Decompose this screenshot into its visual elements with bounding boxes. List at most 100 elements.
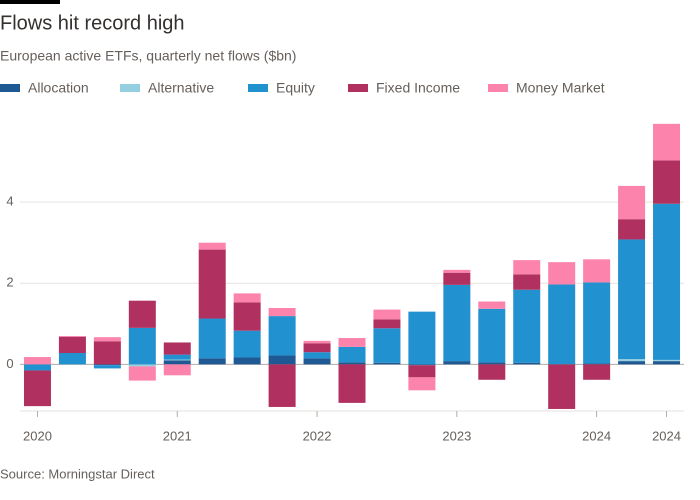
- bar-segment: [373, 362, 401, 365]
- bar-segment: [128, 300, 156, 328]
- legend-swatch: [120, 84, 140, 92]
- x-tick-label: 2024: [582, 428, 611, 443]
- bar-segment: [338, 346, 366, 363]
- bar-segment: [618, 239, 646, 360]
- bar-segment: [373, 319, 401, 329]
- bar-segment: [373, 328, 401, 363]
- bar-segment: [163, 359, 191, 361]
- bar-segment: [513, 362, 541, 365]
- bar-segment: [338, 362, 366, 365]
- bar-segment: [163, 360, 191, 365]
- bar-segment: [268, 316, 296, 356]
- bar-segment: [233, 302, 261, 331]
- bar-segment: [23, 370, 51, 407]
- x-tick-label: 2020: [23, 428, 52, 443]
- bar-segment: [548, 284, 576, 365]
- bar-segment: [233, 330, 261, 358]
- bar-segment: [233, 293, 261, 303]
- bar-segment: [268, 355, 296, 365]
- bar-segment: [128, 327, 156, 365]
- bar-segment: [478, 308, 506, 363]
- y-tick-label: 4: [6, 194, 13, 209]
- y-tick-label: 2: [6, 275, 13, 290]
- chart-title: Flows hit record high: [0, 12, 185, 34]
- bar-segment: [653, 359, 681, 362]
- bar-segment: [653, 123, 681, 161]
- bar-segment: [548, 364, 576, 409]
- legend-swatch: [348, 84, 368, 92]
- bar-segment: [373, 309, 401, 320]
- bar-segment: [268, 364, 296, 407]
- bar-segment: [513, 260, 541, 275]
- legend-label: Money Market: [516, 80, 605, 96]
- bar-segment: [303, 340, 331, 344]
- bar-segment: [198, 242, 226, 250]
- bar-segment: [583, 282, 611, 364]
- bar-segment: [23, 364, 51, 371]
- bar-segment: [128, 364, 156, 367]
- legend-label: Alternative: [148, 80, 214, 96]
- bar-segment: [618, 219, 646, 240]
- bar-segment: [58, 353, 86, 365]
- legend-swatch: [488, 84, 508, 92]
- bar-segment: [408, 377, 436, 391]
- bar-segment: [128, 366, 156, 381]
- x-tick-label: 2023: [442, 428, 471, 443]
- bar-segment: [338, 364, 366, 403]
- bar-segment: [653, 203, 681, 360]
- bar-segment: [583, 363, 611, 365]
- legend-label: Allocation: [28, 80, 89, 96]
- bar-segment: [198, 249, 226, 319]
- bar-segment: [478, 362, 506, 365]
- bar-segment: [618, 361, 646, 365]
- legend-swatch: [0, 84, 20, 92]
- bar-segment: [58, 335, 86, 337]
- bar-segment: [653, 361, 681, 365]
- bar-segment: [58, 336, 86, 354]
- bar-segment: [93, 365, 121, 369]
- bar-segment: [198, 358, 226, 365]
- x-tick-label: 2021: [163, 428, 192, 443]
- bar-segment: [303, 358, 331, 365]
- x-tick-label: 2024: [652, 428, 681, 443]
- bar-segment: [443, 272, 471, 285]
- bar-segment: [268, 307, 296, 317]
- bar-segment: [408, 365, 436, 378]
- bar-segment: [163, 364, 191, 376]
- legend-label: Equity: [276, 80, 315, 96]
- bar-segment: [93, 337, 121, 342]
- bar-segment: [443, 361, 471, 365]
- bar-segment: [163, 354, 191, 360]
- bar-segment: [583, 259, 611, 283]
- bar-segment: [163, 342, 191, 355]
- bar-segment: [338, 338, 366, 347]
- bar-segment: [478, 301, 506, 309]
- bar-segment: [548, 262, 576, 285]
- bar-segment: [478, 364, 506, 380]
- bar-segment: [93, 364, 121, 366]
- bar-segment: [513, 274, 541, 290]
- source: Source: Morningstar Direct: [0, 466, 155, 481]
- bar-segment: [198, 318, 226, 359]
- bar-segment: [653, 160, 681, 204]
- bar-segment: [408, 364, 436, 366]
- bar-segment: [443, 284, 471, 362]
- brand-bar: [0, 0, 60, 4]
- bar-segment: [303, 352, 331, 359]
- bar-segment: [303, 343, 331, 353]
- legend-label: Fixed Income: [376, 80, 460, 96]
- x-tick-label: 2022: [303, 428, 332, 443]
- bar-segment: [618, 359, 646, 362]
- bar-segment: [443, 269, 471, 273]
- bar-segment: [93, 341, 121, 365]
- y-tick-label: 0: [6, 356, 13, 371]
- bar-segment: [233, 357, 261, 365]
- chart-subtitle: European active ETFs, quarterly net flow…: [0, 48, 296, 64]
- bar-segment: [23, 357, 51, 365]
- bar-segment: [513, 289, 541, 363]
- legend-swatch: [248, 84, 268, 92]
- bar-segment: [583, 364, 611, 380]
- bar-segment: [408, 311, 436, 365]
- bar-segment: [618, 185, 646, 220]
